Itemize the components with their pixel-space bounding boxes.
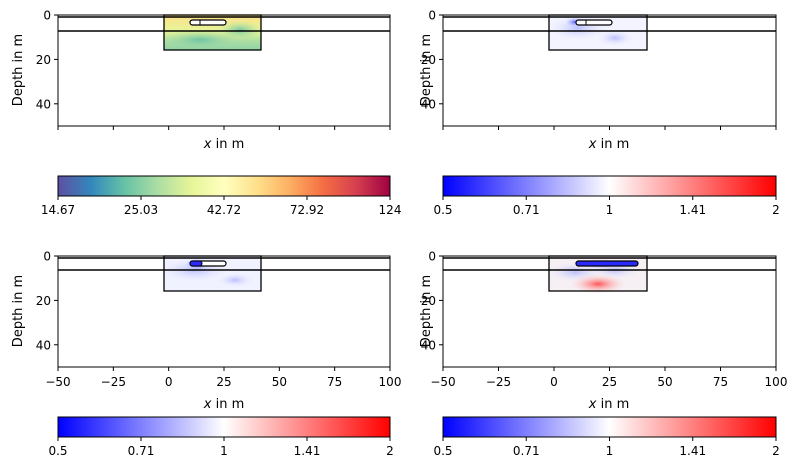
colorbar-1: 14.67 25.03 42.72 72.92 124 bbox=[41, 175, 402, 217]
y-axis-label: Depth in m bbox=[419, 34, 434, 106]
colorbar-tick-label: 0.5 bbox=[433, 203, 452, 217]
panel-2: 0 20 40 x in m Depth in m bbox=[419, 9, 777, 152]
y-tick-label: 20 bbox=[421, 294, 436, 308]
x-tick-label: 25 bbox=[216, 375, 231, 389]
x-tick-label: −50 bbox=[430, 375, 455, 389]
object-outline bbox=[575, 260, 639, 267]
colorbar-tick-label: 0.5 bbox=[48, 444, 67, 458]
x-tick-label: 100 bbox=[379, 375, 402, 389]
colorbar-tick-label: 0.71 bbox=[513, 203, 540, 217]
x-tick-label: −50 bbox=[45, 375, 70, 389]
colorbar-tick-label: 0.5 bbox=[433, 444, 452, 458]
mesh-region bbox=[548, 15, 647, 50]
colorbar-tick-label: 1 bbox=[606, 203, 614, 217]
x-axis-label: x in m bbox=[203, 137, 244, 152]
colorbar-2: 0.5 0.71 1 1.41 2 bbox=[433, 175, 780, 217]
y-tick-label: 40 bbox=[421, 338, 436, 352]
y-tick-label: 0 bbox=[428, 250, 436, 264]
colorbar-3: 0.5 0.71 1 1.41 2 bbox=[48, 416, 394, 458]
colorbar-ticks: 0.5 0.71 1 1.41 2 bbox=[48, 437, 394, 458]
y-axis-label: Depth in m bbox=[11, 34, 26, 106]
colorbar-ticks: 0.5 0.71 1 1.41 2 bbox=[433, 437, 780, 458]
colorbar-tick-label: 14.67 bbox=[41, 203, 75, 217]
colorbar-ticks: 0.5 0.71 1 1.41 2 bbox=[433, 196, 780, 217]
colorbar-tick-label: 1 bbox=[606, 444, 614, 458]
colorbar-tick-label: 2 bbox=[772, 203, 780, 217]
x-tick-label: −25 bbox=[486, 375, 511, 389]
y-tick-label: 0 bbox=[43, 250, 51, 264]
y-axis: 0 20 40 bbox=[36, 9, 58, 111]
y-tick-label: 0 bbox=[43, 9, 51, 23]
colorbar-tick-label: 25.03 bbox=[124, 203, 158, 217]
colorbar-tick-label: 0.71 bbox=[513, 444, 540, 458]
y-axis-label: Depth in m bbox=[11, 275, 26, 347]
x-axis bbox=[442, 126, 777, 130]
x-axis-label: x in m bbox=[588, 137, 629, 152]
colorbar-ticks: 14.67 25.03 42.72 72.92 124 bbox=[41, 196, 402, 217]
panel-3: 0 20 40 −50 −25 0 25 50 75 100 x in m Depth in m bbox=[11, 250, 401, 413]
y-axis-label: Depth in m bbox=[419, 275, 434, 347]
colorbar-tick-label: 1.41 bbox=[679, 203, 706, 217]
x-tick-label: 75 bbox=[713, 375, 728, 389]
colorbar-4: 0.5 0.71 1 1.41 2 bbox=[433, 416, 780, 458]
y-tick-label: 0 bbox=[428, 9, 436, 23]
y-tick-label: 20 bbox=[421, 53, 436, 67]
y-axis: 0 20 40 bbox=[421, 9, 443, 111]
colorbar-tick-label: 1 bbox=[220, 444, 228, 458]
y-tick-label: 40 bbox=[36, 97, 51, 111]
colorbar-tick-label: 2 bbox=[772, 444, 780, 458]
colorbar-tick-label: 1.41 bbox=[679, 444, 706, 458]
x-axis: −50 −25 0 25 50 75 100 bbox=[45, 367, 401, 389]
colorbar-gradient bbox=[442, 175, 777, 197]
colorbar-tick-label: 1.41 bbox=[294, 444, 321, 458]
x-axis bbox=[57, 126, 391, 130]
colorbar-gradient bbox=[57, 175, 391, 197]
x-tick-label: 25 bbox=[602, 375, 617, 389]
colorbar-tick-label: 2 bbox=[386, 444, 394, 458]
x-axis: −50 −25 0 25 50 75 100 bbox=[430, 367, 787, 389]
x-tick-label: 50 bbox=[657, 375, 672, 389]
x-tick-label: 75 bbox=[327, 375, 342, 389]
colorbar-tick-label: 0.71 bbox=[128, 444, 155, 458]
x-tick-label: 50 bbox=[272, 375, 287, 389]
x-axis-label: x in m bbox=[203, 397, 244, 412]
object-outline bbox=[189, 19, 227, 26]
y-tick-label: 20 bbox=[36, 53, 51, 67]
x-tick-label: 0 bbox=[550, 375, 558, 389]
x-tick-label: 0 bbox=[165, 375, 173, 389]
colorbar-gradient bbox=[442, 416, 777, 438]
object-outline bbox=[575, 19, 613, 26]
object-anomaly bbox=[189, 260, 203, 267]
y-axis: 0 20 40 bbox=[421, 250, 443, 352]
y-axis: 0 20 40 bbox=[36, 250, 58, 352]
y-tick-label: 40 bbox=[36, 338, 51, 352]
panel-4: 0 20 40 −50 −25 0 25 50 75 100 x in m Depth in m bbox=[419, 250, 787, 413]
colorbar-gradient bbox=[57, 416, 391, 438]
y-tick-label: 40 bbox=[421, 97, 436, 111]
panel-1: 0 20 40 x in m Depth in m bbox=[11, 9, 391, 152]
x-tick-label: 100 bbox=[765, 375, 788, 389]
colorbar-tick-label: 124 bbox=[379, 203, 402, 217]
colorbar-tick-label: 72.92 bbox=[290, 203, 324, 217]
colorbar-tick-label: 42.72 bbox=[207, 203, 241, 217]
x-tick-label: −25 bbox=[101, 375, 126, 389]
x-axis-label: x in m bbox=[588, 397, 629, 412]
y-tick-label: 20 bbox=[36, 294, 51, 308]
